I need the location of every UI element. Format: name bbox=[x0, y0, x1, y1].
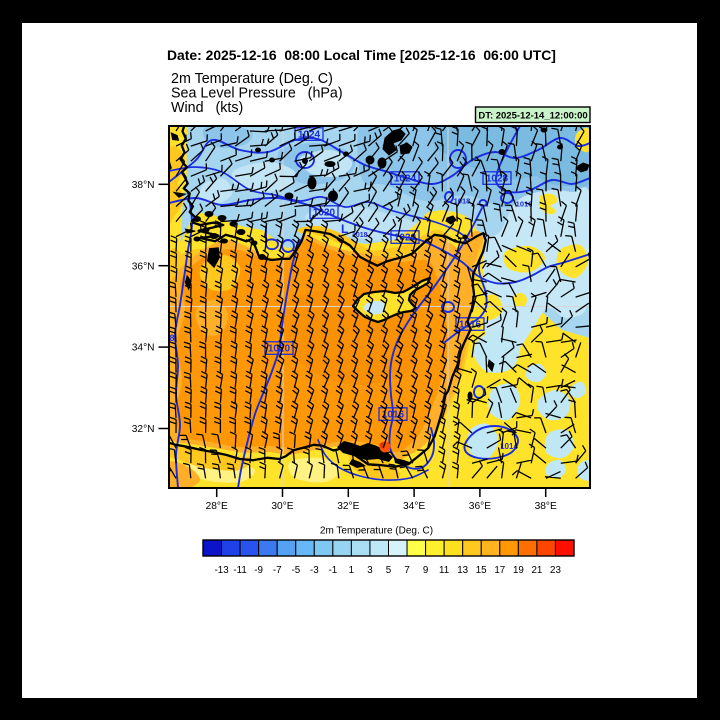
svg-text:36°E: 36°E bbox=[469, 501, 491, 512]
svg-text:9: 9 bbox=[423, 565, 428, 576]
svg-text:11: 11 bbox=[439, 565, 449, 576]
svg-text:-7: -7 bbox=[273, 565, 282, 576]
svg-text:Date: 2025-12-16 08:00 Local: Date: 2025-12-16 08:00 Local Time [2025-… bbox=[167, 47, 556, 63]
svg-text:19: 19 bbox=[513, 565, 524, 576]
svg-text:-13: -13 bbox=[215, 565, 230, 576]
svg-text:28°E: 28°E bbox=[206, 501, 228, 512]
svg-text:5: 5 bbox=[386, 565, 392, 576]
svg-text:-5: -5 bbox=[291, 565, 300, 576]
svg-text:2m Temperature (Deg. C): 2m Temperature (Deg. C) bbox=[320, 526, 433, 537]
svg-text:32°N: 32°N bbox=[132, 424, 155, 435]
svg-text:DT: 2025-12-14_12:00:00: DT: 2025-12-14_12:00:00 bbox=[478, 111, 587, 122]
svg-text:38°E: 38°E bbox=[535, 501, 557, 512]
svg-text:1018: 1018 bbox=[454, 197, 471, 206]
svg-text:Wind (kts): Wind (kts) bbox=[171, 100, 243, 116]
svg-text:34°E: 34°E bbox=[403, 501, 425, 512]
svg-text:34°N: 34°N bbox=[132, 343, 155, 354]
svg-text:17: 17 bbox=[494, 565, 505, 576]
svg-text:1018: 1018 bbox=[352, 232, 368, 239]
svg-text:1024: 1024 bbox=[298, 130, 321, 141]
svg-text:Sea Level Pressure (hPa): Sea Level Pressure (hPa) bbox=[171, 86, 343, 102]
svg-text:23: 23 bbox=[550, 565, 561, 576]
svg-text:15: 15 bbox=[476, 565, 487, 576]
svg-text:3: 3 bbox=[367, 565, 373, 576]
svg-text:-1: -1 bbox=[329, 565, 338, 576]
svg-text:1: 1 bbox=[349, 565, 354, 576]
svg-text:1016: 1016 bbox=[382, 410, 405, 421]
svg-text:1020: 1020 bbox=[268, 344, 291, 355]
svg-text:36°N: 36°N bbox=[132, 261, 155, 272]
svg-text:38°N: 38°N bbox=[132, 180, 155, 191]
svg-text:8: 8 bbox=[169, 333, 174, 343]
svg-text:1020: 1020 bbox=[394, 233, 417, 244]
svg-text:-9: -9 bbox=[254, 565, 263, 576]
svg-text:32°E: 32°E bbox=[337, 501, 359, 512]
svg-text:-3: -3 bbox=[310, 565, 319, 576]
svg-text:1016: 1016 bbox=[516, 200, 533, 209]
svg-text:1028: 1028 bbox=[486, 174, 509, 185]
svg-text:7: 7 bbox=[404, 565, 409, 576]
svg-text:21: 21 bbox=[531, 565, 542, 576]
svg-text:1020: 1020 bbox=[313, 208, 336, 219]
svg-text:L: L bbox=[341, 222, 348, 236]
svg-text:-11: -11 bbox=[233, 565, 246, 576]
svg-text:1016: 1016 bbox=[459, 320, 482, 331]
svg-text:30°E: 30°E bbox=[271, 501, 293, 512]
svg-text:13: 13 bbox=[457, 565, 468, 576]
svg-text:2m Temperature (Deg. C): 2m Temperature (Deg. C) bbox=[171, 71, 333, 87]
svg-text:1014: 1014 bbox=[500, 442, 518, 451]
